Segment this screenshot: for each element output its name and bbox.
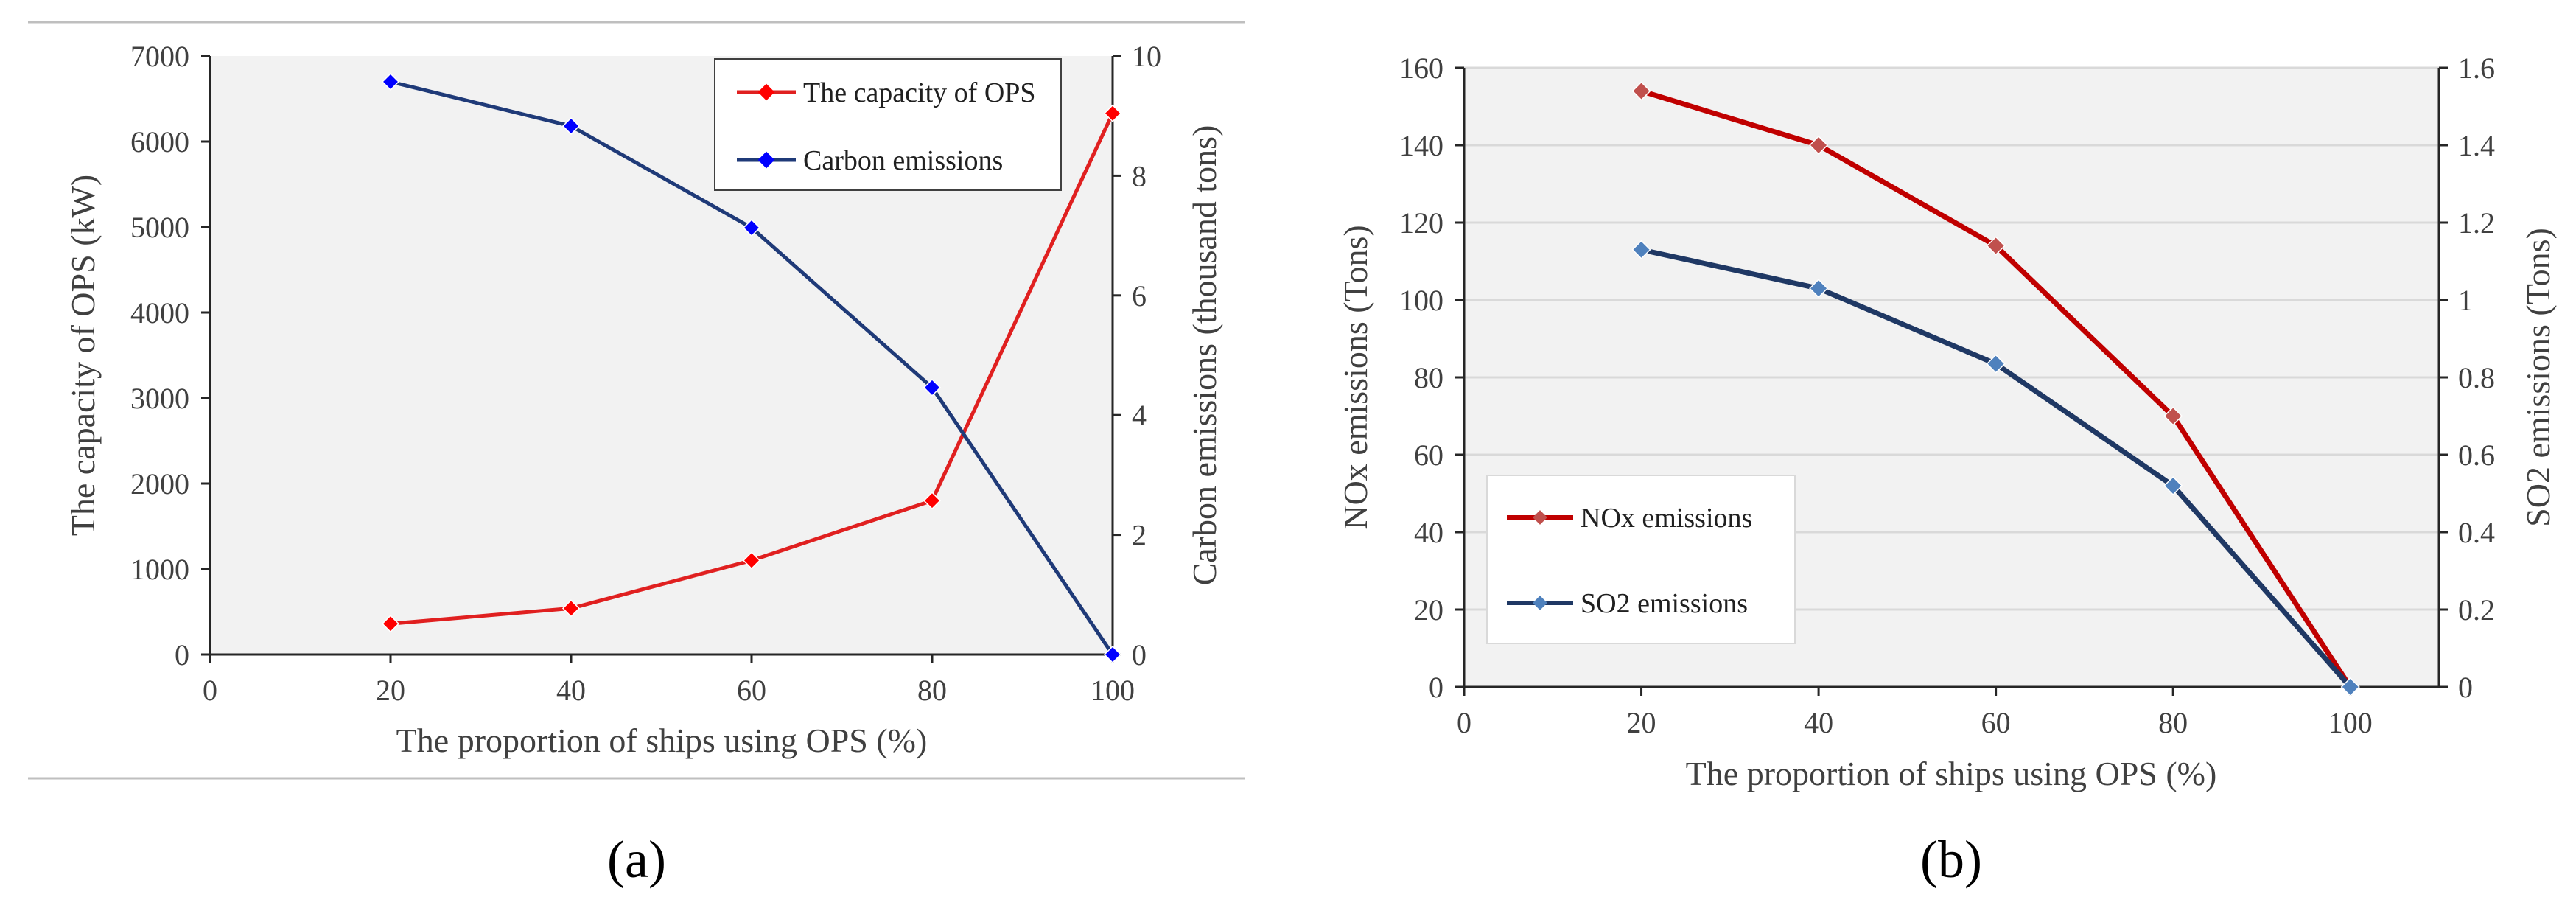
chart-a-x-tick-label: 100 [1091,674,1135,707]
chart-b-y-right-tick-label: 1.6 [2458,52,2495,85]
chart-b-nox-point [2163,406,2183,426]
chart-b-so2-point [2163,475,2183,496]
chart-b-y-left-tick-label: 120 [1399,206,1443,240]
chart-a-y-left-tick-label: 5000 [130,211,189,244]
chart-b-x-tick-label: 0 [1457,706,1471,739]
chart-a-y-right-tick-label: 2 [1132,519,1147,552]
chart-a-y-left-tick-label: 4000 [130,296,189,329]
chart-b-so2-point [1631,240,1651,259]
chart-a-xlabel: The proportion of ships using OPS (%) [396,722,928,759]
chart-a-y-right-tick-label: 10 [1132,40,1161,73]
chart-a-capacity-point [1103,104,1122,122]
chart-b-y-left-tick-label: 80 [1414,361,1443,394]
chart-a-y-left-tick-label: 3000 [130,382,189,415]
chart-b-x-tick-label: 20 [1627,706,1656,739]
chart-a-y-left-tick-label: 2000 [130,467,189,500]
chart-b-y-left-tick-label: 140 [1399,129,1443,162]
chart-a-y-right-tick-label: 8 [1132,159,1147,192]
legend-b-so2-marker [1533,596,1547,610]
chart-a-carbon-point [381,72,400,91]
chart-b-x-tick-label: 60 [1981,706,2011,739]
chart-b-x-tick-label: 80 [2158,706,2188,739]
chart-a-ylabel-left: The capacity of OPS (kW) [64,175,102,537]
chart-a-carbon-point [923,378,942,397]
chart-a: 0 1000 2000 3000 4000 5000 6000 7000 0 2 4 6 8 10 0 2… [28,21,1245,780]
chart-b-y-left-tick-label: 20 [1414,593,1443,626]
legend-b-so2-label: SO2 emissions [1581,588,1748,619]
chart-b-nox-point [1809,135,1829,156]
chart-b-y-right-tick-label: 0.8 [2458,361,2495,394]
chart-a-capacity-point [742,551,761,570]
chart-b-y-left-tick-label: 0 [1429,671,1443,704]
chart-a-legend-box [714,58,1062,191]
chart-a-y-right-tick-label: 6 [1132,279,1147,313]
chart-b-nox-point [1986,236,2006,256]
chart-b-y-right-tick-label: 0.4 [2458,516,2495,549]
chart-a-y-left-tick-label: 0 [175,638,189,671]
chart-a-x-tick-label: 80 [917,674,947,707]
chart-a-carbon-point [561,116,581,136]
chart-b-x-tick-label: 40 [1804,706,1833,739]
chart-a-y-right-tick-label: 4 [1132,399,1147,432]
chart-b-y-right-tick-label: 0.2 [2458,593,2495,626]
chart-b-ylabel-left: NOx emissions (Tons) [1337,225,1374,529]
chart-b-y-right-tick-label: 1.2 [2458,206,2495,240]
chart-b-y-left-tick-label: 100 [1399,284,1443,317]
chart-b-y-right-tick-label: 0 [2458,671,2473,704]
legend-b-nox-marker [1533,510,1547,525]
chart-b-y-right-tick-label: 1 [2458,284,2473,317]
legend-b-nox-label: NOx emissions [1581,503,1752,534]
chart-a-ylabel-right: Carbon emissions (thousand tons) [1186,125,1223,586]
chart-b: 0 20 40 60 80 100 120 140 160 0 0.2 0.4 0.6 0.8 1 1.2 1… [1337,52,2557,792]
chart-a-x-tick-label: 40 [556,674,586,707]
chart-a-x-tick-label: 0 [203,674,217,707]
chart-a-legend: The capacity of OPS Carbon emissions [714,58,1062,191]
chart-a-x-tick-label: 60 [737,674,766,707]
panel-label-b: (b) [1920,830,1982,889]
chart-b-y-right-tick-label: 1.4 [2458,129,2495,162]
chart-a-capacity-point [561,599,581,618]
chart-b-legend-box [1486,475,1796,644]
chart-b-nox-point [1631,81,1651,101]
chart-a-capacity-point [381,615,400,633]
legend-a-carbon-label: Carbon emissions [803,145,1003,176]
chart-b-x-tick-label: 100 [2328,706,2373,739]
chart-b-y-left-tick-label: 60 [1414,439,1443,472]
chart-b-y-right-tick-label: 0.6 [2458,439,2495,472]
chart-a-y-left-tick-label: 1000 [130,553,189,586]
chart-a-y-right-tick-label: 0 [1132,638,1147,671]
chart-b-so2-point [1809,279,1829,299]
chart-a-y-left-tick-label: 6000 [130,125,189,158]
legend-a-capacity-label: The capacity of OPS [803,77,1036,108]
chart-b-legend: NOx emissions SO2 emissions [1486,475,1796,644]
chart-a-x-tick-label: 20 [376,674,405,707]
chart-a-capacity-point [923,492,942,510]
chart-b-y-left-tick-label: 40 [1414,516,1443,549]
chart-a-y-left-tick-label: 7000 [130,40,189,73]
chart-b-y-left-tick-label: 160 [1399,52,1443,85]
chart-b-ylabel-right: SO2 emissions (Tons) [2519,228,2557,527]
chart-a-carbon-point [1103,645,1122,664]
chart-b-so2-point [1986,354,2006,374]
chart-a-carbon-point [742,218,761,237]
panel-label-a: (a) [607,830,666,889]
chart-b-xlabel: The proportion of ships using OPS (%) [1686,755,2217,792]
chart-b-so2-point [2340,677,2360,697]
